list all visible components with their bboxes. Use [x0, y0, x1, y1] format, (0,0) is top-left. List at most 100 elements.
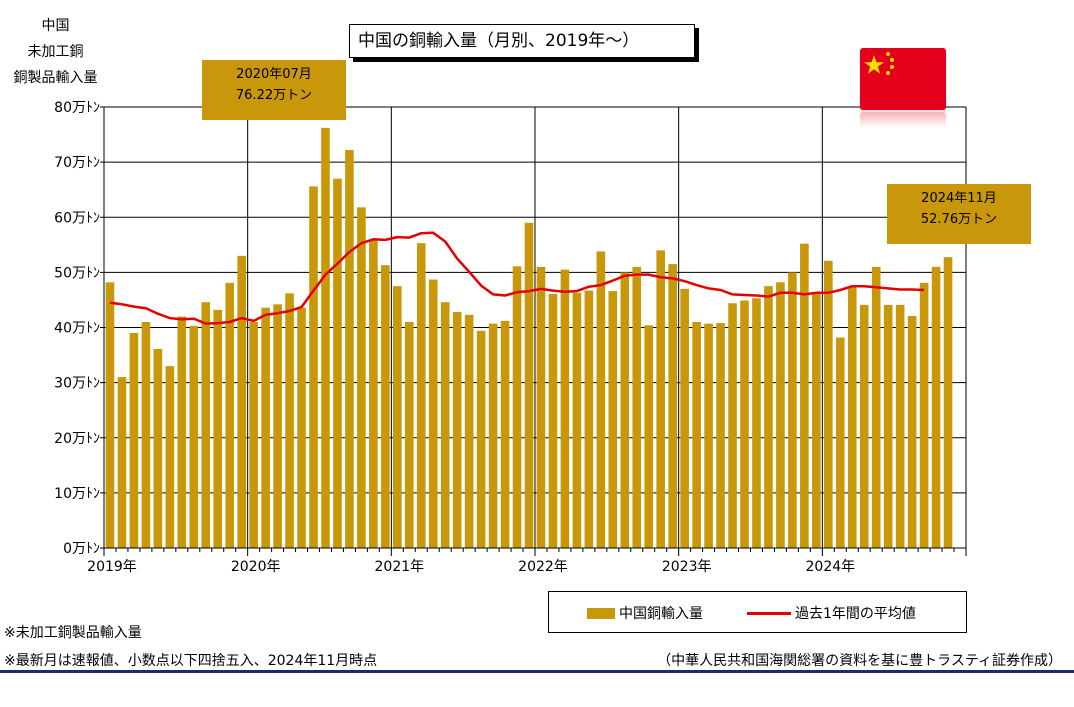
- legend: 中国銅輸入量 過去1年間の平均値: [548, 591, 967, 633]
- bar: [297, 307, 306, 548]
- x-tick-label: 2019年: [87, 559, 137, 575]
- bar: [464, 314, 474, 548]
- bar: [620, 272, 630, 548]
- flag-reflection: [860, 112, 946, 128]
- bar: [381, 265, 390, 548]
- bar: [177, 316, 187, 548]
- bar: [488, 323, 498, 548]
- legend-bar-swatch: [587, 607, 615, 619]
- y-tick-label: 80万ﾄﾝ: [54, 100, 100, 116]
- bar: [847, 287, 857, 548]
- bar: [584, 290, 594, 548]
- bar: [835, 337, 845, 548]
- bar: [189, 325, 199, 548]
- bar: [153, 348, 163, 548]
- bar: [440, 302, 450, 548]
- bar: [213, 309, 223, 548]
- bar: [321, 127, 330, 548]
- bar: [404, 321, 414, 548]
- peak-callout-value: 76.22万トン: [235, 88, 313, 103]
- x-tick-label: 2023年: [662, 559, 712, 575]
- bar: [237, 255, 246, 548]
- bar: [895, 304, 905, 548]
- y-tick-label: 0万ﾄﾝ: [63, 541, 100, 557]
- bar: [357, 207, 366, 548]
- bar: [225, 282, 235, 548]
- avg-line: [109, 231, 925, 325]
- bar: [776, 282, 785, 548]
- bar-series: [105, 127, 953, 549]
- china-flag-icon: [860, 48, 946, 110]
- latest-callout: 2024年11月 52.76万トン: [887, 184, 1031, 244]
- y-tick-label: 40万ﾄﾝ: [54, 321, 100, 337]
- bar: [476, 330, 486, 548]
- x-tick-labels: 2019年 2020年 2021年 2022年 2023年 2024年: [87, 559, 855, 575]
- bottom-rule: [0, 670, 1074, 673]
- bar: [728, 303, 737, 548]
- bar: [608, 291, 618, 548]
- x-tick-label: 2021年: [375, 559, 425, 575]
- note-1: ※未加工銅製品輸入量: [4, 625, 142, 641]
- bar: [824, 260, 833, 548]
- bar: [752, 298, 761, 548]
- bar: [680, 288, 689, 548]
- legend-bar-entry: 中国銅輸入量: [587, 603, 703, 623]
- bar: [500, 320, 510, 548]
- y-axis-label-line2: 未加工銅: [27, 44, 84, 60]
- bar: [740, 300, 749, 548]
- bar: [871, 266, 881, 548]
- bar: [369, 239, 378, 549]
- note-2: ※最新月は速報値、小数点以下四捨五入、2024年11月時点: [4, 653, 378, 669]
- bar: [261, 307, 270, 548]
- bar: [788, 272, 797, 548]
- bar: [596, 251, 606, 549]
- bar: [165, 366, 175, 548]
- bar: [141, 321, 151, 548]
- x-tick-label: 2024年: [806, 559, 856, 575]
- bar: [428, 279, 438, 548]
- bar: [716, 323, 725, 548]
- bar: [812, 292, 821, 548]
- bar: [907, 315, 917, 548]
- bar: [632, 266, 642, 548]
- grid-lines: [104, 106, 967, 548]
- bar: [512, 266, 522, 548]
- y-axis-label-line1: 中国: [41, 18, 70, 34]
- bar: [249, 321, 258, 548]
- bar: [764, 286, 773, 548]
- avg-line-series: [109, 231, 925, 325]
- legend-line-entry: 過去1年間の平均値: [747, 603, 916, 623]
- bar: [536, 266, 546, 548]
- bar: [943, 257, 953, 548]
- bar: [931, 266, 941, 548]
- bar: [800, 243, 809, 548]
- x-tick-label: 2020年: [231, 559, 281, 575]
- peak-callout-date: 2020年07月: [236, 67, 312, 82]
- y-tick-label: 50万ﾄﾝ: [54, 265, 100, 281]
- bar: [393, 286, 402, 548]
- bar: [644, 325, 654, 548]
- bar: [333, 178, 342, 548]
- bar: [105, 282, 115, 548]
- y-tick-label: 30万ﾄﾝ: [54, 376, 100, 392]
- y-tick-label: 20万ﾄﾝ: [54, 431, 100, 447]
- bar: [345, 149, 354, 548]
- bar: [201, 302, 211, 548]
- bar: [524, 222, 534, 548]
- bar: [859, 304, 869, 548]
- bar: [883, 304, 893, 548]
- legend-line-label: 過去1年間の平均値: [795, 606, 916, 622]
- bar: [416, 243, 426, 548]
- bar: [692, 321, 701, 548]
- chart-title: 中国の銅輸入量（月別、2019年～）: [349, 24, 695, 58]
- y-tick-labels: 0万ﾄﾝ 10万ﾄﾝ 20万ﾄﾝ 30万ﾄﾝ 40万ﾄﾝ 50万ﾄﾝ 60万ﾄﾝ 70万ﾄﾝ 8…: [54, 100, 100, 557]
- bar: [117, 377, 127, 548]
- bar: [572, 292, 582, 548]
- bar: [919, 282, 929, 548]
- bar: [273, 304, 282, 548]
- bar: [668, 264, 677, 548]
- bar: [560, 269, 570, 548]
- bar: [129, 333, 139, 548]
- y-tick-label: 70万ﾄﾝ: [54, 155, 100, 171]
